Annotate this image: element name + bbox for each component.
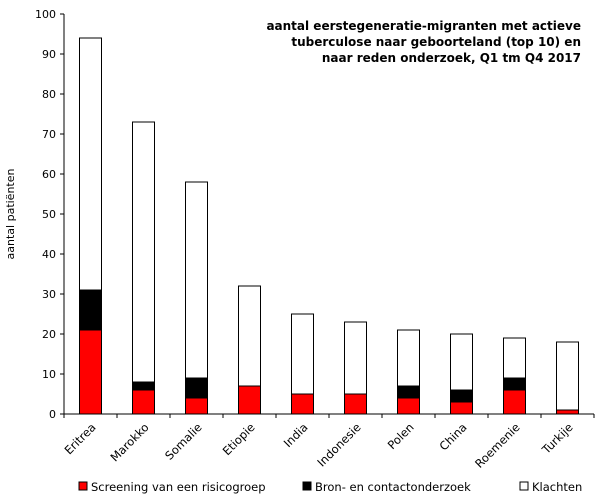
bar-eritrea-series-2 — [79, 289, 102, 331]
x-tick-label: India — [281, 420, 311, 450]
x-tick-label: Roemenie — [472, 420, 523, 471]
x-tick-label: Indonesie — [314, 420, 363, 469]
x-axis-labels: Eritrea Marokko Somalie Etiopie India Indones… — [62, 420, 576, 471]
legend: Screening van een risicogroep Bron- en co… — [78, 480, 582, 494]
bar-marokko-series-3 — [132, 121, 155, 383]
bar-somalie-series-1 — [185, 397, 208, 415]
bar-roemenie-series-3 — [503, 337, 526, 379]
bar-india-series-1 — [291, 393, 314, 415]
bar-polen-series-2 — [397, 385, 420, 399]
y-tick-label: 30 — [42, 288, 56, 301]
bar-marokko-series-2 — [132, 381, 155, 391]
y-axis-ticks: 0 10 20 30 40 50 60 70 80 90 100 — [35, 8, 64, 421]
title-line-1: aantal eerstegeneratie-migranten met act… — [266, 19, 581, 33]
y-tick-label: 0 — [49, 408, 56, 421]
bar-somalie-series-3 — [185, 181, 208, 379]
y-tick-label: 70 — [42, 128, 56, 141]
legend-swatch-3 — [519, 481, 529, 491]
y-axis-label: aantal patiënten — [4, 169, 17, 260]
bar-roemenie-series-1 — [503, 389, 526, 415]
bar-eritrea-series-3 — [79, 37, 102, 291]
legend-label-2: Bron- en contactonderzoek — [315, 480, 471, 494]
y-tick-label: 100 — [35, 8, 56, 21]
y-tick-label: 60 — [42, 168, 56, 181]
y-tick-label: 10 — [42, 368, 56, 381]
legend-label-3: Klachten — [532, 480, 582, 494]
x-tick-label: Somalie — [162, 420, 204, 462]
bar-china-series-2 — [450, 389, 473, 403]
axes — [63, 14, 595, 418]
x-tick-label: Polen — [385, 420, 417, 452]
bar-etiopie-series-1 — [238, 385, 261, 415]
y-tick-label: 90 — [42, 48, 56, 61]
bar-indonesie-series-1 — [344, 393, 367, 415]
y-tick-label: 50 — [42, 208, 56, 221]
bar-somalie-series-2 — [185, 377, 208, 399]
legend-label-1: Screening van een risicogroep — [91, 480, 266, 494]
bar-polen-series-3 — [397, 329, 420, 387]
x-tick-label: Eritrea — [62, 420, 99, 457]
bar-china-series-1 — [450, 401, 473, 415]
legend-swatch-1 — [78, 481, 88, 491]
x-tick-label: Turkije — [539, 420, 576, 457]
bar-eritrea-series-1 — [79, 329, 102, 415]
x-tick-label: China — [436, 420, 469, 453]
bar-roemenie-series-2 — [503, 377, 526, 391]
title-line-3: naar reden onderzoek, Q1 tm Q4 2017 — [322, 51, 581, 65]
bar-india-series-3 — [291, 313, 314, 395]
y-tick-label: 20 — [42, 328, 56, 341]
bar-china-series-3 — [450, 333, 473, 391]
bar-marokko-series-1 — [132, 389, 155, 415]
y-tick-label: 40 — [42, 248, 56, 261]
y-tick-label: 80 — [42, 88, 56, 101]
x-tick-label: Marokko — [107, 420, 151, 464]
chart-title: aantal eerstegeneratie-migranten met act… — [266, 19, 581, 65]
bar-etiopie-series-3 — [238, 285, 261, 387]
legend-swatch-2 — [302, 481, 312, 491]
bar-polen-series-1 — [397, 397, 420, 415]
bar-turkije-series-3 — [556, 341, 579, 411]
x-tick-label: Etiopie — [220, 420, 258, 458]
bar-indonesie-series-3 — [344, 321, 367, 395]
bar-turkije-series-1 — [556, 409, 579, 415]
bars — [79, 37, 579, 415]
title-line-2: tuberculose naar geboorteland (top 10) e… — [291, 35, 581, 49]
